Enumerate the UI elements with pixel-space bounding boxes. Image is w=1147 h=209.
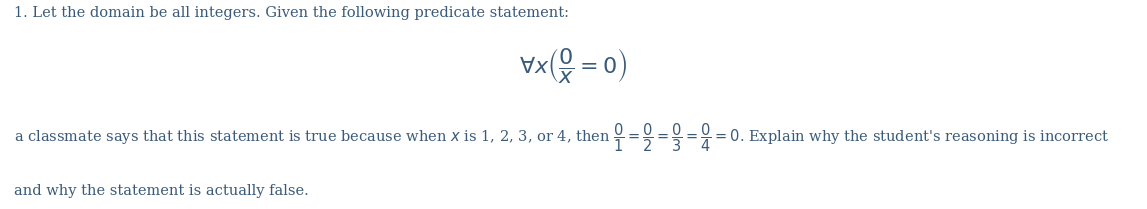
Text: a classmate says that this statement is true because when $x$ is 1, 2, 3, or 4, : a classmate says that this statement is … [14, 121, 1109, 154]
Text: 1. Let the domain be all integers. Given the following predicate statement:: 1. Let the domain be all integers. Given… [14, 6, 569, 20]
Text: $\forall x \left(\dfrac{0}{x} = 0\right)$: $\forall x \left(\dfrac{0}{x} = 0\right)… [520, 46, 627, 85]
Text: and why the statement is actually false.: and why the statement is actually false. [14, 184, 309, 198]
